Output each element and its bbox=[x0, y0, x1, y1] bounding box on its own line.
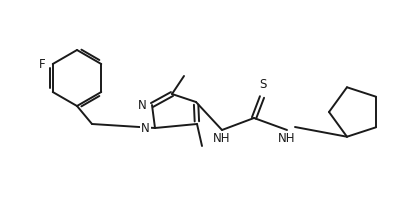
Text: NH: NH bbox=[278, 132, 295, 145]
Text: N: N bbox=[141, 122, 150, 135]
Text: N: N bbox=[138, 98, 147, 111]
Text: S: S bbox=[258, 78, 266, 91]
Text: F: F bbox=[39, 57, 46, 70]
Text: NH: NH bbox=[213, 132, 230, 145]
